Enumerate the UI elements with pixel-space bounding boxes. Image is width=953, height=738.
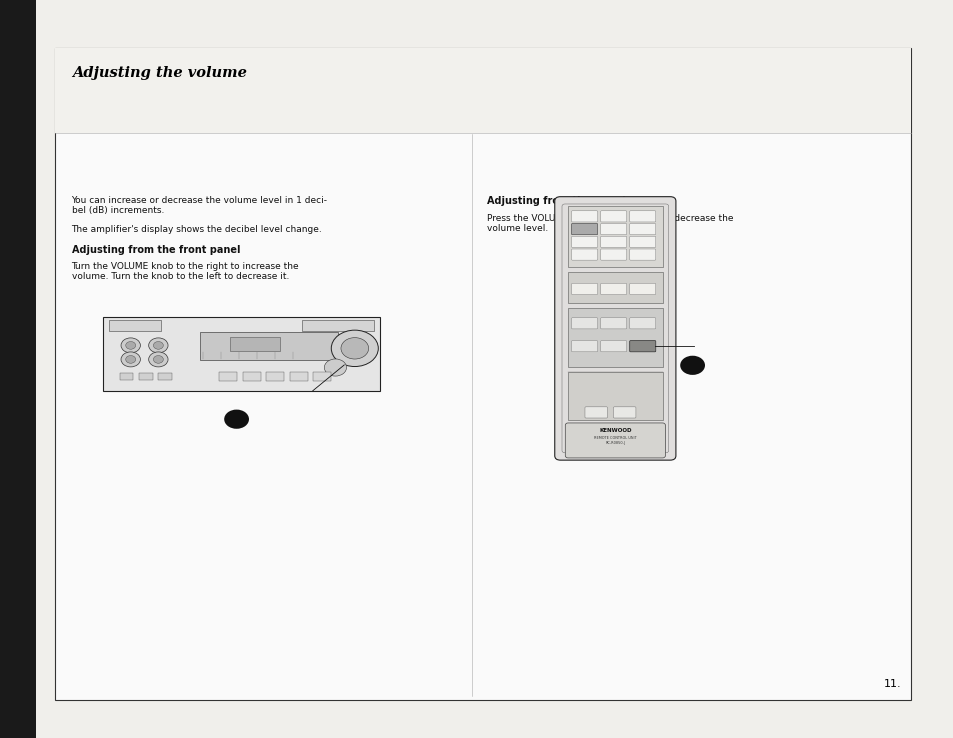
Text: KENWOOD: KENWOOD <box>598 428 631 432</box>
Bar <box>290 372 308 381</box>
FancyBboxPatch shape <box>600 224 626 235</box>
FancyBboxPatch shape <box>571 224 597 235</box>
Bar <box>103 317 379 391</box>
Text: Adjusting the volume: Adjusting the volume <box>72 66 247 80</box>
Circle shape <box>679 356 704 375</box>
FancyBboxPatch shape <box>629 236 655 247</box>
Bar <box>119 373 133 380</box>
Circle shape <box>126 356 135 363</box>
Bar <box>313 372 331 381</box>
FancyBboxPatch shape <box>571 224 597 235</box>
Text: The amplifier's display shows the decibel level change.: The amplifier's display shows the decibe… <box>71 225 322 234</box>
Bar <box>139 373 152 380</box>
Bar <box>200 332 337 360</box>
FancyBboxPatch shape <box>571 236 597 247</box>
FancyBboxPatch shape <box>584 407 607 418</box>
Text: Turn the VOLUME knob to the right to increase the
volume. Turn the knob to the l: Turn the VOLUME knob to the right to inc… <box>71 262 299 281</box>
Circle shape <box>324 359 346 376</box>
FancyBboxPatch shape <box>629 249 655 261</box>
FancyBboxPatch shape <box>629 211 655 222</box>
FancyBboxPatch shape <box>600 318 626 329</box>
Bar <box>158 373 172 380</box>
Bar <box>55 48 910 133</box>
FancyBboxPatch shape <box>600 249 626 261</box>
FancyBboxPatch shape <box>629 341 655 352</box>
Bar <box>0 0 36 738</box>
Text: You can increase or decrease the volume level in 1 deci-
bel (dB) increments.: You can increase or decrease the volume … <box>71 196 327 215</box>
Text: 11.: 11. <box>883 678 901 689</box>
Text: REMOTE CONTROL UNIT
RC-R0850-J: REMOTE CONTROL UNIT RC-R0850-J <box>594 436 636 445</box>
Bar <box>568 206 661 267</box>
Circle shape <box>224 410 249 429</box>
Bar <box>568 372 661 420</box>
Bar <box>242 372 260 381</box>
FancyBboxPatch shape <box>600 283 626 294</box>
FancyBboxPatch shape <box>629 224 655 235</box>
FancyBboxPatch shape <box>629 341 655 352</box>
FancyBboxPatch shape <box>600 211 626 222</box>
FancyBboxPatch shape <box>629 283 655 294</box>
Circle shape <box>153 342 163 349</box>
FancyBboxPatch shape <box>571 318 597 329</box>
Circle shape <box>153 356 163 363</box>
Bar <box>568 308 661 367</box>
FancyBboxPatch shape <box>629 318 655 329</box>
FancyBboxPatch shape <box>571 249 597 261</box>
Circle shape <box>126 342 135 349</box>
Bar <box>302 320 374 331</box>
Bar <box>568 272 661 303</box>
FancyBboxPatch shape <box>613 407 636 418</box>
FancyBboxPatch shape <box>571 211 597 222</box>
FancyBboxPatch shape <box>600 236 626 247</box>
FancyBboxPatch shape <box>565 423 664 458</box>
Circle shape <box>149 338 168 353</box>
Bar <box>230 337 280 351</box>
Circle shape <box>121 352 140 367</box>
Text: Adjusting from the remote: Adjusting from the remote <box>486 196 632 206</box>
FancyBboxPatch shape <box>600 341 626 352</box>
Circle shape <box>149 352 168 367</box>
Bar <box>219 372 237 381</box>
Bar <box>109 320 161 331</box>
Bar <box>266 372 284 381</box>
Circle shape <box>331 330 378 367</box>
FancyBboxPatch shape <box>571 283 597 294</box>
Circle shape <box>121 338 140 353</box>
Text: Adjusting from the front panel: Adjusting from the front panel <box>71 245 240 255</box>
FancyBboxPatch shape <box>571 341 597 352</box>
FancyBboxPatch shape <box>55 48 910 700</box>
FancyBboxPatch shape <box>555 197 675 461</box>
Text: Press the VOLUME buttons to increase or decrease the
volume level.: Press the VOLUME buttons to increase or … <box>486 214 732 233</box>
Circle shape <box>340 337 368 359</box>
